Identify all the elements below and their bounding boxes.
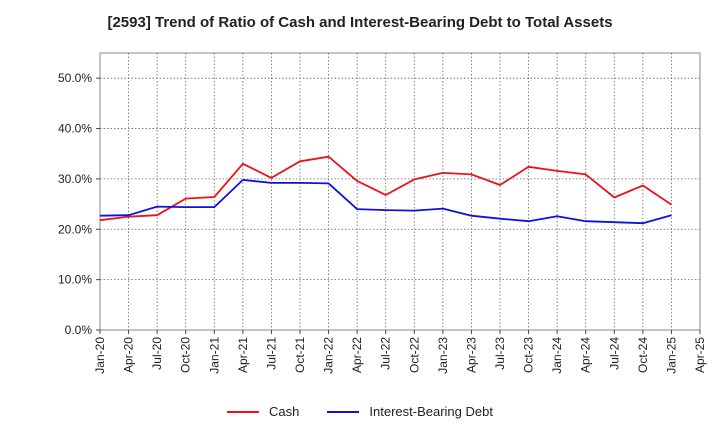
y-tick-label: 50.0%	[58, 71, 92, 85]
legend: Cash Interest-Bearing Debt	[0, 404, 720, 419]
x-tick-label: Apr-21	[236, 337, 250, 373]
x-tick-label: Apr-22	[350, 337, 364, 373]
x-tick-label: Oct-22	[407, 337, 421, 373]
x-tick-label: Jan-25	[664, 337, 678, 374]
x-tick-label: Jan-24	[550, 337, 564, 374]
legend-label-debt: Interest-Bearing Debt	[369, 404, 493, 419]
x-tick-label: Oct-20	[179, 337, 193, 373]
series-lines	[99, 155, 672, 225]
legend-item-cash: Cash	[227, 404, 299, 419]
x-tick-label: Jan-23	[436, 337, 450, 374]
x-tick-label: Apr-24	[579, 337, 593, 373]
legend-label-cash: Cash	[269, 404, 300, 419]
grid-lines	[100, 53, 700, 330]
x-tick-label: Oct-21	[293, 337, 307, 373]
x-tick-label: Apr-20	[122, 337, 136, 373]
plot-area	[99, 52, 701, 331]
y-tick-label: 0.0%	[65, 323, 93, 337]
x-axis-ticks: Jan-20 Apr-20 Jul-20 Oct-20 Jan-21 Apr-21 Jul-…	[93, 330, 707, 374]
y-tick-label: 40.0%	[58, 122, 92, 136]
x-tick-label: Jul-24	[607, 337, 621, 370]
x-tick-label: Jul-23	[493, 337, 507, 370]
x-tick-label: Jan-22	[322, 337, 336, 374]
series-line-cash	[99, 155, 672, 222]
x-tick-label: Jul-22	[379, 337, 393, 370]
x-tick-label: Apr-23	[464, 337, 478, 373]
x-tick-label: Jul-21	[264, 337, 278, 370]
x-tick-label: Apr-25	[693, 337, 707, 373]
x-tick-label: Oct-23	[522, 337, 536, 373]
x-tick-label: Jan-20	[93, 337, 107, 374]
x-tick-label: Jan-21	[207, 337, 221, 374]
legend-item-debt: Interest-Bearing Debt	[327, 404, 493, 419]
series-line-debt	[99, 178, 672, 225]
legend-swatch-cash	[227, 410, 260, 413]
y-axis-ticks: 0.0% 10.0% 20.0% 30.0% 40.0% 50.0%	[58, 71, 100, 337]
x-tick-label: Jul-20	[150, 337, 164, 370]
y-tick-label: 20.0%	[58, 222, 92, 236]
legend-swatch-debt	[327, 410, 360, 413]
y-tick-label: 10.0%	[58, 273, 92, 287]
x-tick-label: Oct-24	[636, 337, 650, 373]
y-tick-label: 30.0%	[58, 172, 92, 186]
chart-title: [2593] Trend of Ratio of Cash and Intere…	[107, 14, 613, 31]
